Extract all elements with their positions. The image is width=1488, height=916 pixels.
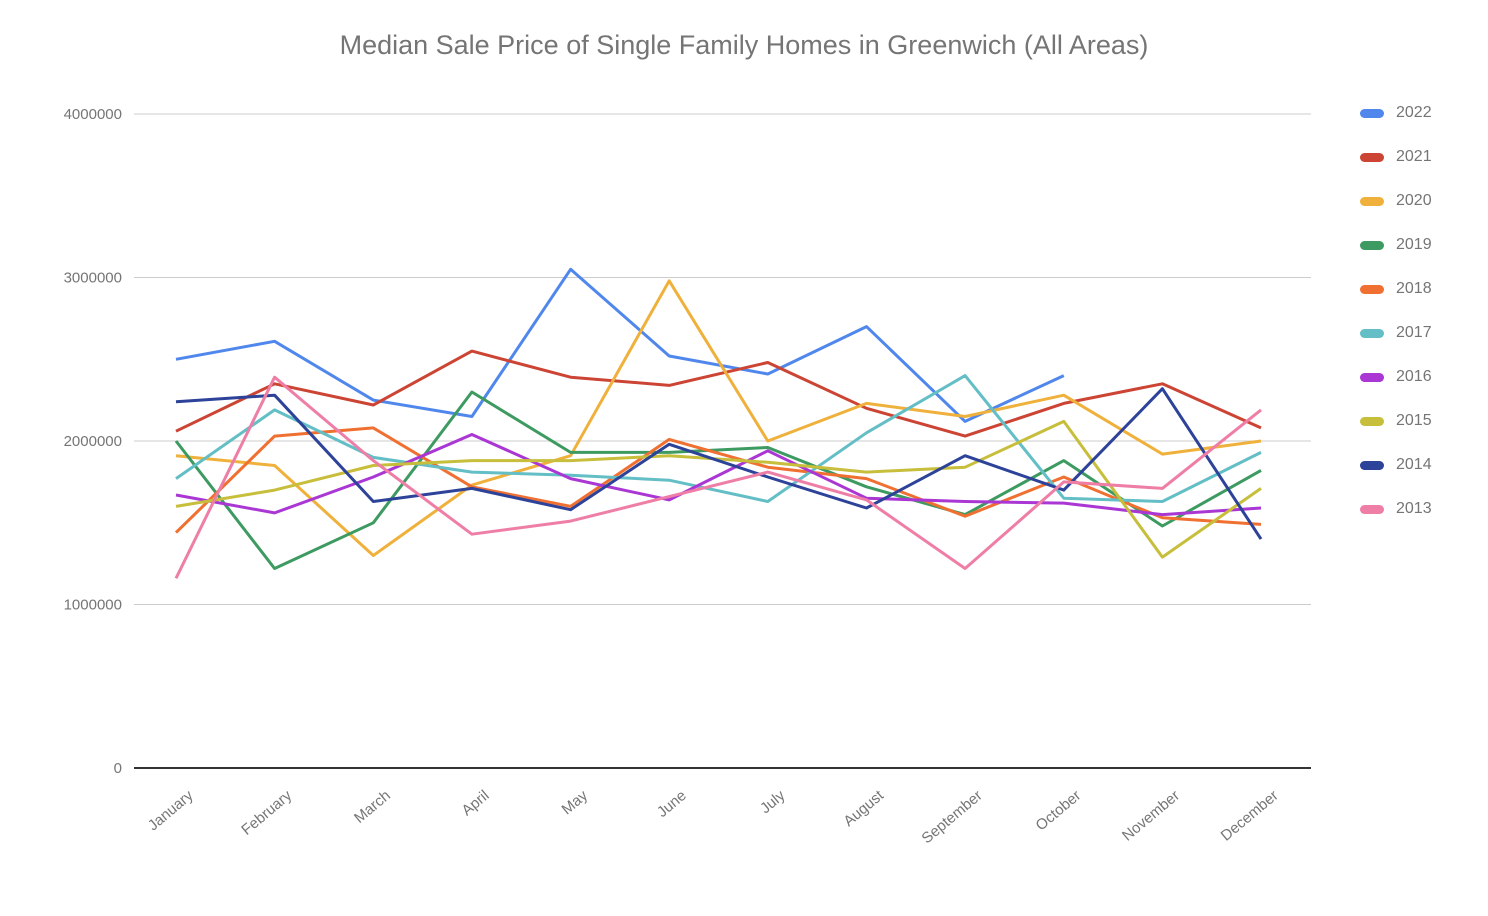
x-axis-tick-label: April bbox=[459, 787, 493, 819]
x-axis-tick-label: March bbox=[351, 787, 394, 827]
legend-label-2014: 2014 bbox=[1396, 456, 1432, 473]
legend-label-2017: 2017 bbox=[1396, 324, 1432, 341]
series-line-2020[interactable] bbox=[175, 279, 1262, 557]
y-axis-tick-label: 2000000 bbox=[64, 433, 122, 450]
legend-item-2020[interactable]: 2020 bbox=[1360, 191, 1432, 211]
series-line-2017[interactable] bbox=[175, 374, 1262, 503]
series-line-2018[interactable] bbox=[174, 426, 1262, 534]
x-axis-tick-label: November bbox=[1119, 787, 1183, 845]
series-line-2022[interactable] bbox=[175, 267, 1065, 423]
legend-item-2019[interactable]: 2019 bbox=[1360, 235, 1432, 255]
legend-swatch-2017 bbox=[1360, 328, 1384, 338]
legend-label-2019: 2019 bbox=[1396, 236, 1432, 253]
chart-title: Median Sale Price of Single Family Homes… bbox=[339, 30, 1149, 60]
legend-swatch-2019 bbox=[1360, 240, 1384, 250]
legend-item-2015[interactable]: 2015 bbox=[1360, 411, 1432, 431]
legend-swatch-2021 bbox=[1360, 152, 1384, 162]
legend-label-2013: 2013 bbox=[1396, 500, 1432, 517]
y-axis-tick-label: 4000000 bbox=[64, 106, 122, 123]
legend-item-2018[interactable]: 2018 bbox=[1360, 279, 1432, 299]
legend-swatch-2015 bbox=[1360, 416, 1384, 426]
legend-label-2021: 2021 bbox=[1396, 148, 1432, 165]
legend-item-2022[interactable]: 2022 bbox=[1360, 103, 1432, 123]
x-axis-tick-label: August bbox=[840, 787, 887, 831]
legend-label-2018: 2018 bbox=[1396, 280, 1432, 297]
x-axis-tick-label: June bbox=[654, 787, 690, 821]
y-axis-tick-label: 3000000 bbox=[64, 270, 122, 287]
x-axis-tick-label: July bbox=[757, 787, 789, 817]
legend-swatch-2014 bbox=[1360, 460, 1384, 470]
legend: 2022 2021 2020 2019 2018 2017 2016 2015 2014 2013 bbox=[1360, 103, 1432, 519]
series-line-2015[interactable] bbox=[175, 419, 1262, 559]
legend-label-2015: 2015 bbox=[1396, 412, 1432, 429]
x-axis-tick-label: December bbox=[1218, 787, 1282, 845]
legend-swatch-2013 bbox=[1360, 504, 1384, 514]
legend-item-2017[interactable]: 2017 bbox=[1360, 323, 1432, 343]
x-axis-tick-label: May bbox=[558, 787, 591, 819]
legend-label-2016: 2016 bbox=[1396, 368, 1432, 385]
legend-swatch-2022 bbox=[1360, 108, 1384, 118]
series-line-2019[interactable] bbox=[174, 390, 1262, 570]
legend-swatch-2018 bbox=[1360, 284, 1384, 294]
series-line-2021[interactable] bbox=[175, 349, 1262, 438]
legend-swatch-2016 bbox=[1360, 372, 1384, 382]
legend-item-2014[interactable]: 2014 bbox=[1360, 455, 1432, 475]
legend-item-2021[interactable]: 2021 bbox=[1360, 147, 1432, 167]
y-axis-tick-label: 1000000 bbox=[64, 597, 122, 614]
x-axis-tick-label: September bbox=[919, 787, 986, 847]
x-axis-tick-label: January bbox=[145, 787, 197, 835]
series-line-2013[interactable] bbox=[174, 375, 1262, 579]
legend-item-2016[interactable]: 2016 bbox=[1360, 367, 1432, 387]
legend-label-2022: 2022 bbox=[1396, 104, 1432, 121]
series-line-2014[interactable] bbox=[175, 387, 1263, 540]
legend-swatch-2020 bbox=[1360, 196, 1384, 206]
x-axis-tick-label: October bbox=[1033, 787, 1085, 834]
legend-label-2020: 2020 bbox=[1396, 192, 1432, 209]
y-axis-tick-label: 0 bbox=[114, 760, 122, 777]
x-axis-tick-label: February bbox=[238, 787, 295, 839]
legend-item-2013[interactable]: 2013 bbox=[1360, 499, 1432, 519]
